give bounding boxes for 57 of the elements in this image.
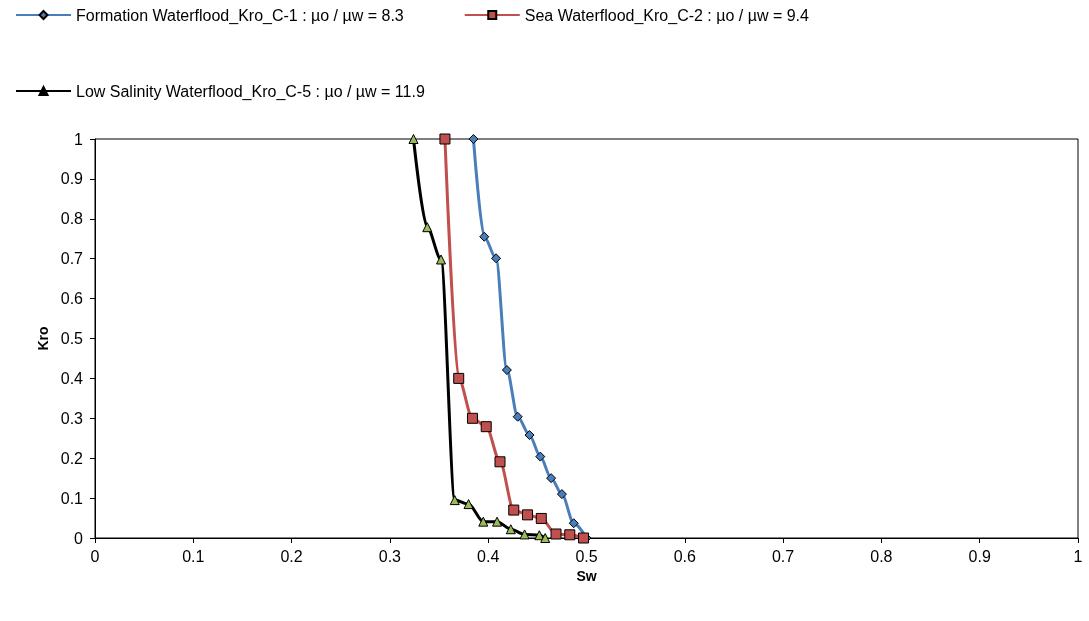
point: [492, 516, 503, 527]
x-tick-label: 0.3: [378, 547, 402, 565]
point: [436, 254, 447, 265]
point: [535, 451, 546, 462]
point: [568, 518, 579, 529]
point: [408, 134, 419, 144]
x-tick-label: 0: [90, 547, 100, 565]
y-tick-label: 0.8: [60, 210, 84, 228]
point: [422, 222, 433, 233]
y-tick-label: 0.7: [60, 250, 84, 268]
point: [519, 529, 530, 540]
point: [522, 509, 534, 521]
x-tick-label: 0.7: [771, 547, 795, 565]
x-tick-label: 0.4: [477, 547, 500, 565]
legend-label: Sea Waterflood_Kro_C-2 : µo / µw = 9.4: [524, 6, 810, 25]
point: [564, 529, 576, 541]
point: [491, 253, 502, 264]
legend-label: Formation Waterflood_Kro_C-1 : µo / µw = 8.3: [76, 6, 404, 25]
point: [494, 456, 506, 468]
point: [550, 528, 562, 540]
point: [449, 495, 460, 506]
x-tick-label: 0.6: [673, 547, 697, 565]
point: [556, 489, 567, 500]
point: [501, 365, 512, 376]
y-tick-label: 0: [74, 529, 84, 547]
y-tick-label: 0.3: [60, 409, 84, 427]
y-tick-label: 1: [74, 130, 84, 148]
point: [439, 133, 451, 145]
y-tick-label: 0.6: [60, 290, 84, 308]
x-tick-label: 0.5: [575, 547, 598, 565]
y-tick-label: 0.4: [60, 369, 84, 387]
x-tick-label: 1: [1073, 547, 1083, 565]
point: [463, 499, 474, 510]
point: [478, 516, 489, 527]
y-tick-label: 0.5: [60, 330, 84, 347]
point: [508, 504, 520, 516]
y-tick-label: 0.9: [60, 170, 84, 188]
y-tick-label: 0.2: [60, 449, 84, 467]
point: [466, 412, 478, 424]
x-tick-label: 0.1: [182, 547, 205, 565]
x-axis-title: Sw: [576, 567, 597, 584]
point: [540, 533, 551, 543]
legend-label: Low Salinity Waterflood_Kro_C-5 : µo / µw = 11.9: [76, 82, 425, 101]
x-tick-label: 0.2: [280, 547, 303, 565]
point: [524, 430, 535, 441]
point: [512, 411, 523, 422]
point: [453, 372, 465, 384]
y-axis-title: Kro: [34, 326, 51, 351]
point: [468, 134, 479, 144]
x-tick-label: 0.9: [968, 547, 991, 565]
point: [480, 421, 492, 433]
x-tick-label: 0.8: [870, 547, 893, 565]
point: [535, 512, 547, 524]
point: [505, 524, 516, 535]
point: [546, 473, 557, 484]
point: [479, 231, 490, 242]
y-tick-label: 0.1: [60, 489, 84, 507]
